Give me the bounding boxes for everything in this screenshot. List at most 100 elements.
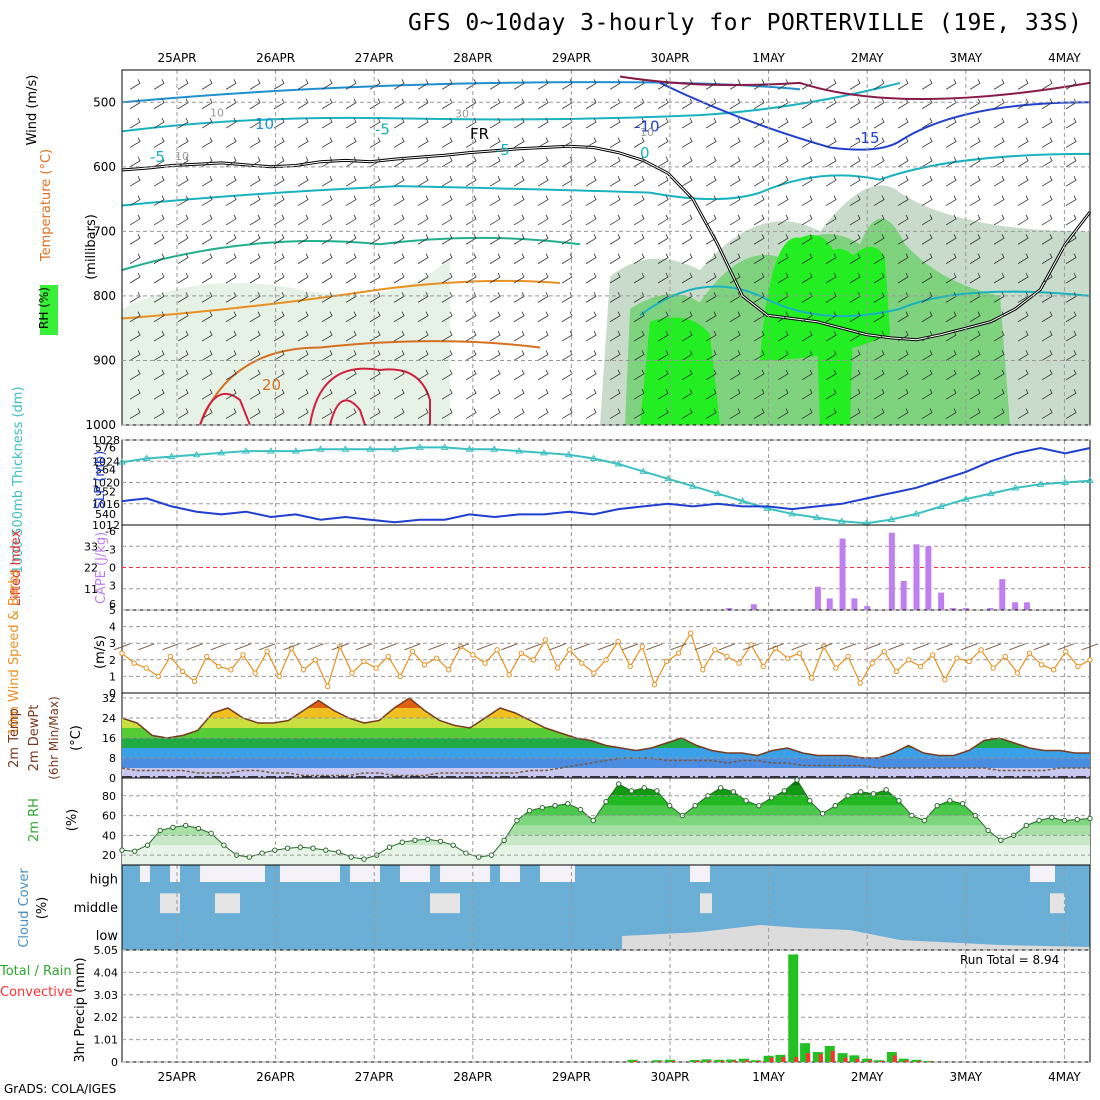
- wind-barb: [705, 292, 717, 303]
- wind-barb: [753, 292, 765, 303]
- temp-tick-label: 16: [102, 732, 116, 745]
- wind-barb: [297, 330, 309, 342]
- wind-barb: [393, 214, 405, 226]
- wind-barb: [945, 389, 957, 400]
- rh-point: [170, 824, 176, 831]
- wind-barb: [801, 79, 813, 90]
- wind-barb: [476, 643, 494, 651]
- wind-barb: [513, 117, 525, 129]
- precip-convective-bar: [855, 1058, 860, 1062]
- wind-barb: [1081, 643, 1099, 651]
- top-day-label: 3MAY: [949, 51, 982, 65]
- wind-barb: [273, 117, 285, 129]
- precip-total-bar: [862, 1058, 873, 1062]
- precip-tick-label: 0: [111, 1056, 118, 1069]
- wind-barb: [705, 389, 717, 400]
- wind-barb: [561, 234, 573, 245]
- wind-barb: [249, 330, 261, 342]
- wind-barb: [369, 272, 381, 284]
- thickness-marker: [887, 515, 896, 522]
- wind-barb: [537, 369, 549, 381]
- wind-barb: [331, 643, 348, 651]
- wind-speed-point: [1026, 650, 1033, 656]
- wind-barb: [753, 176, 765, 187]
- wind-barb: [1065, 195, 1077, 206]
- wind-barb: [465, 311, 477, 323]
- wind-barb: [225, 253, 237, 264]
- precip-total-bar: [750, 1060, 761, 1062]
- wind-barb: [345, 408, 357, 419]
- rh-point: [221, 842, 227, 848]
- cloud-clear-high: [400, 865, 430, 882]
- wind-barb: [705, 369, 717, 381]
- wind-barb: [345, 156, 357, 168]
- precip-convective-bar: [671, 1061, 675, 1062]
- temperature-contour: [199, 340, 541, 426]
- thickness-marker: [688, 482, 697, 489]
- rh-point: [959, 801, 966, 807]
- wind-barb: [249, 292, 261, 303]
- cloud-clear-mid: [700, 893, 712, 914]
- wind-barb: [297, 195, 309, 206]
- wind-barb: [646, 643, 663, 651]
- temperature-contour: [121, 81, 901, 133]
- cloud-clear-high: [1030, 865, 1055, 882]
- rh-point: [896, 798, 902, 804]
- thickness-marker: [962, 495, 970, 502]
- thickness-marker: [391, 445, 399, 452]
- wind-barb: [561, 137, 573, 148]
- wind-barb: [465, 272, 477, 284]
- wind-barb: [694, 643, 711, 651]
- wind-barb: [417, 234, 429, 245]
- wind-barb: [489, 330, 501, 342]
- precip-convective-bar: [843, 1057, 848, 1062]
- wind-barb: [249, 176, 261, 187]
- wind-barb: [873, 311, 885, 323]
- wind-barb: [897, 253, 909, 264]
- wind-barb: [681, 311, 693, 323]
- wind-barb: [897, 350, 909, 361]
- temp-band: [122, 748, 1090, 758]
- wind-barb: [393, 195, 405, 206]
- wind-barb: [321, 253, 333, 264]
- wind-barb: [1065, 272, 1077, 284]
- wind-tick-label: 3: [109, 637, 116, 650]
- rh-point: [921, 817, 928, 824]
- wind-barb: [1065, 234, 1077, 245]
- wind-barb: [825, 137, 837, 148]
- rh-point: [934, 802, 940, 809]
- wind-barb: [897, 389, 909, 400]
- pressure-tick-label: 1000: [85, 418, 116, 432]
- cape-bar: [999, 579, 1006, 610]
- wind-barb: [633, 79, 645, 90]
- precip-tick-label: 1.01: [94, 1034, 119, 1047]
- slp-tick-label: 1012: [92, 519, 120, 532]
- wind-barb: [297, 79, 309, 90]
- wind-barb: [657, 350, 669, 361]
- wind-barb: [513, 408, 525, 419]
- thickness-marker: [465, 445, 474, 452]
- wind-barb: [849, 330, 861, 342]
- precip-total-bar: [775, 1054, 786, 1062]
- wind-barb: [609, 214, 621, 226]
- precip-convective-bar: [732, 1060, 737, 1062]
- wind-tick-label: 0: [109, 687, 116, 700]
- wind-side-label: Wind (m/s): [25, 75, 40, 146]
- thickness-marker: [614, 460, 623, 467]
- wind-barb: [201, 195, 213, 206]
- wind-barb: [129, 79, 141, 90]
- rh-point: [1023, 822, 1030, 829]
- wind-barb: [801, 253, 813, 264]
- wind-barb: [993, 234, 1005, 245]
- wind-barb: [321, 214, 333, 226]
- wind-barb: [201, 156, 213, 168]
- thickness-tick-label: 552: [95, 486, 116, 499]
- thickness-marker: [763, 504, 772, 511]
- temp-band: [122, 698, 1090, 708]
- wind-barb: [345, 330, 357, 342]
- wind-barb: [1041, 156, 1053, 168]
- wind-barb: [513, 214, 525, 226]
- wind-barb: [585, 330, 597, 342]
- bottom-day-label: 4MAY: [1048, 1070, 1081, 1084]
- rh-point: [399, 839, 405, 845]
